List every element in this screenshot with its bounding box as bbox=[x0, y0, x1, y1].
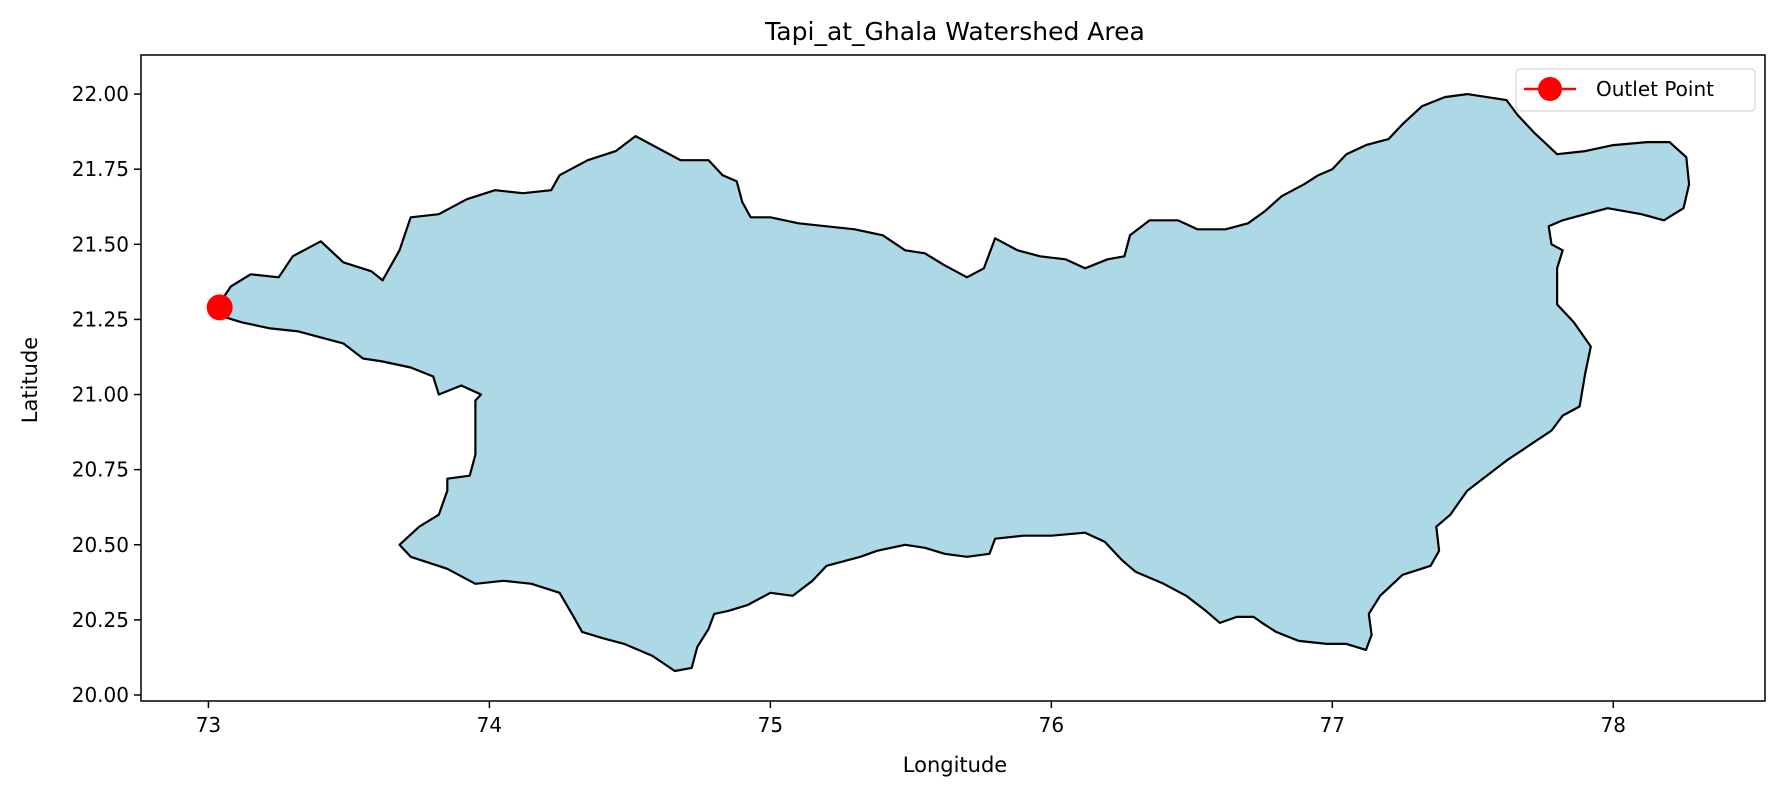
legend-marker-swatch bbox=[1538, 77, 1562, 101]
y-axis-label: Latitude bbox=[18, 337, 42, 423]
y-tick-label: 21.75 bbox=[72, 157, 129, 181]
x-axis-ticks: 73 74 75 76 77 78 bbox=[196, 701, 1626, 737]
legend-entry-label: Outlet Point bbox=[1596, 77, 1714, 101]
watershed-polygon bbox=[215, 93, 1691, 673]
x-tick-label: 73 bbox=[196, 713, 221, 737]
x-tick-label: 78 bbox=[1601, 713, 1626, 737]
y-tick-label: 21.25 bbox=[72, 307, 129, 331]
x-tick-label: 77 bbox=[1320, 713, 1345, 737]
x-axis-label: Longitude bbox=[903, 753, 1007, 777]
chart-title: Tapi_at_Ghala Watershed Area bbox=[764, 17, 1145, 46]
x-tick-label: 75 bbox=[758, 713, 783, 737]
y-tick-label: 20.25 bbox=[72, 608, 129, 632]
x-tick-label: 74 bbox=[477, 713, 502, 737]
y-tick-label: 20.50 bbox=[72, 533, 129, 557]
y-tick-label: 22.00 bbox=[72, 82, 129, 106]
outlet-point-marker bbox=[206, 294, 233, 321]
legend-box bbox=[1515, 68, 1756, 112]
y-tick-label: 21.50 bbox=[72, 232, 129, 256]
legend: Outlet Point bbox=[1515, 68, 1756, 112]
y-tick-label: 20.75 bbox=[72, 458, 129, 482]
plot-frame bbox=[140, 54, 1766, 702]
y-axis-ticks: 20.00 20.25 20.50 20.75 21.00 21.25 21.50 21.75… bbox=[72, 82, 141, 707]
x-tick-label: 76 bbox=[1039, 713, 1064, 737]
y-tick-label: 20.00 bbox=[72, 683, 129, 707]
y-tick-label: 21.00 bbox=[72, 383, 129, 407]
